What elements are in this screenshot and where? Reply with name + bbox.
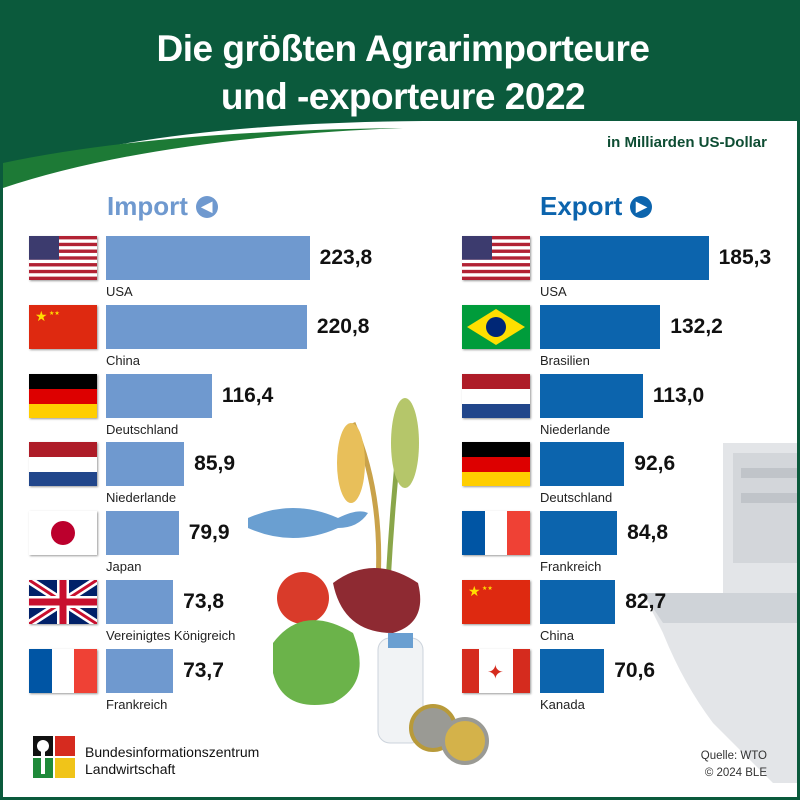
import-bar [106,236,310,280]
import-bar [106,442,185,487]
svg-text:✦: ✦ [487,662,504,684]
flag-fr-icon [462,511,530,556]
svg-text:★: ★ [35,308,48,324]
export-value-label: 92,6 [634,452,676,476]
flag-us-icon [29,236,97,280]
import-bar [106,304,307,349]
flag-cn-icon: ★ ★★ [29,304,97,349]
flag-ca-icon: ✦ [462,648,530,693]
import-value-label: 79,9 [188,521,230,545]
logo-icon [33,736,75,778]
export-value-label: 82,7 [625,590,667,613]
unit-label: in Milliarden US-Dollar [606,134,767,151]
import-country-label: Japan [106,559,142,575]
flag-gb-icon [29,580,97,624]
svg-text:★★: ★★ [482,585,493,592]
export-country-label: USA [540,284,567,299]
flag-cn-icon: ★ ★★ [462,580,530,624]
source-line: Quelle: WTO [700,750,767,762]
logo-line2: Landwirtschaft [85,761,176,777]
import-country-label: Niederlande [106,490,177,506]
flag-nl-icon [462,373,530,418]
export-bar [540,442,625,487]
flag-nl-icon [29,442,97,487]
import-bar [106,648,174,693]
import-country-label: Vereinigtes Königreich [106,628,236,643]
export-bar [540,511,618,556]
import-value-label: 220,8 [316,314,370,338]
logo-line1: Bundesinformationszentrum [85,744,260,760]
import-value-label: 73,8 [183,590,225,613]
copyright-line: © 2024 BLE [704,767,767,779]
export-value-label: 185,3 [718,246,772,269]
export-heading-label: Export [540,191,623,221]
flag-fr-icon [29,648,97,693]
flag-jp-icon [29,511,97,556]
arrow-left-icon: ◀ [195,195,218,218]
export-bar [540,580,616,624]
import-heading-label: Import [107,191,188,221]
export-value-label: 70,6 [614,658,656,682]
import-value-label: 223,8 [319,246,373,269]
export-country-label: Frankreich [540,559,602,575]
export-value-label: 132,2 [670,314,723,338]
flag-de-icon [462,442,530,487]
ble-logo: Bundesinformationszentrum Landwirtschaft [33,736,259,778]
import-country-label: China [106,352,140,368]
arrow-right-icon: ▶ [630,195,653,218]
import-bar [106,511,179,556]
svg-text:★★: ★★ [49,310,60,317]
export-country-label: Kanada [540,696,585,712]
export-value-label: 84,8 [627,521,669,545]
food-illustration [248,398,489,765]
export-bar [540,236,709,280]
import-bar [106,580,174,624]
export-bar [540,304,661,349]
page-title: Die größten Agrarimporteure und -exporteu… [156,28,650,117]
export-bar [540,648,605,693]
flag-us-icon [462,236,530,280]
export-country-label: Niederlande [540,421,611,437]
header-banner [3,3,797,188]
import-heading: Import ◀ [107,191,218,222]
import-country-label: USA [106,284,133,299]
import-value-label: 85,9 [194,452,236,476]
ship-illustration [643,443,797,783]
source-note: Quelle: WTO © 2024 BLE [701,748,767,782]
export-bar [540,373,643,418]
import-bar [106,373,212,418]
import-value-label: 116,4 [221,383,274,407]
export-heading: Export ▶ [540,191,653,222]
flag-de-icon [29,373,97,418]
export-country-label: Deutschland [540,490,613,506]
import-value-label: 73,7 [183,658,224,682]
import-country-label: Deutschland [106,421,179,437]
export-value-label: 113,0 [652,383,705,407]
svg-text:★: ★ [468,583,481,599]
flag-br-icon [462,304,530,349]
export-country-label: China [540,628,574,643]
export-country-label: Brasilien [540,352,590,368]
import-country-label: Frankreich [106,696,168,712]
